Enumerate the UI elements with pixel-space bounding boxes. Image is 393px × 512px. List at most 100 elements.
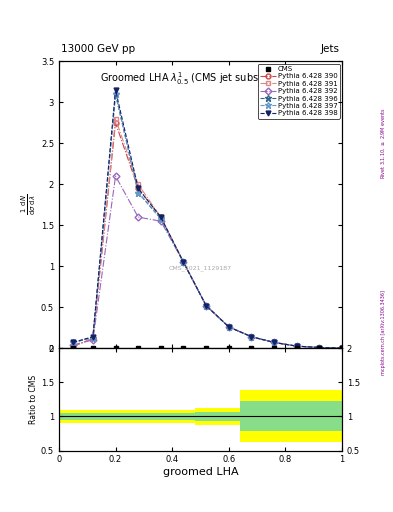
Legend: CMS, Pythia 6.428 390, Pythia 6.428 391, Pythia 6.428 392, Pythia 6.428 396, Pyt: CMS, Pythia 6.428 390, Pythia 6.428 391,… bbox=[258, 63, 340, 119]
Text: mcplots.cern.ch [arXiv:1306.3436]: mcplots.cern.ch [arXiv:1306.3436] bbox=[381, 290, 386, 375]
Text: Rivet 3.1.10, $\geq$ 2.9M events: Rivet 3.1.10, $\geq$ 2.9M events bbox=[379, 108, 387, 179]
Pythia 6.428 391 bbox=[272, 339, 276, 346]
Pythia 6.428 398 bbox=[317, 345, 321, 351]
Pythia 6.428 397 bbox=[181, 259, 186, 265]
CMS bbox=[181, 345, 186, 351]
Pythia 6.428 398 bbox=[249, 334, 254, 340]
Pythia 6.428 392 bbox=[272, 339, 276, 346]
Pythia 6.428 390 bbox=[113, 120, 118, 126]
Pythia 6.428 397 bbox=[136, 189, 141, 196]
Pythia 6.428 398 bbox=[294, 343, 299, 349]
CMS bbox=[158, 345, 163, 351]
CMS bbox=[272, 345, 276, 351]
Pythia 6.428 397 bbox=[158, 216, 163, 222]
Pythia 6.428 390 bbox=[204, 303, 208, 309]
Text: 13000 GeV pp: 13000 GeV pp bbox=[61, 44, 135, 54]
Pythia 6.428 390 bbox=[181, 259, 186, 265]
Pythia 6.428 396 bbox=[340, 345, 344, 351]
Pythia 6.428 392 bbox=[71, 342, 75, 348]
Pythia 6.428 396 bbox=[204, 303, 208, 309]
Line: Pythia 6.428 397: Pythia 6.428 397 bbox=[70, 91, 345, 351]
Pythia 6.428 392 bbox=[294, 343, 299, 349]
CMS bbox=[204, 345, 208, 351]
Pythia 6.428 392 bbox=[90, 337, 95, 343]
CMS bbox=[90, 345, 95, 351]
Pythia 6.428 397 bbox=[294, 343, 299, 349]
Pythia 6.428 392 bbox=[158, 218, 163, 224]
Pythia 6.428 391 bbox=[340, 345, 344, 351]
Pythia 6.428 397 bbox=[226, 324, 231, 330]
Pythia 6.428 391 bbox=[249, 334, 254, 340]
Pythia 6.428 398 bbox=[181, 259, 186, 265]
Pythia 6.428 398 bbox=[272, 339, 276, 346]
Text: CMS_2021_1129187: CMS_2021_1129187 bbox=[169, 265, 232, 271]
CMS bbox=[294, 345, 299, 351]
Pythia 6.428 398 bbox=[204, 303, 208, 309]
Line: Pythia 6.428 396: Pythia 6.428 396 bbox=[70, 91, 345, 351]
Pythia 6.428 398 bbox=[136, 185, 141, 191]
Pythia 6.428 396 bbox=[272, 339, 276, 346]
Pythia 6.428 396 bbox=[136, 189, 141, 196]
Pythia 6.428 398 bbox=[90, 334, 95, 340]
Pythia 6.428 397 bbox=[204, 303, 208, 309]
Pythia 6.428 390 bbox=[249, 334, 254, 340]
Pythia 6.428 396 bbox=[90, 334, 95, 340]
Pythia 6.428 391 bbox=[113, 116, 118, 122]
Text: Jets: Jets bbox=[321, 44, 340, 54]
Pythia 6.428 398 bbox=[71, 339, 75, 346]
Pythia 6.428 390 bbox=[71, 344, 75, 350]
Line: CMS: CMS bbox=[71, 346, 344, 350]
Pythia 6.428 396 bbox=[113, 91, 118, 97]
Pythia 6.428 392 bbox=[249, 334, 254, 340]
Text: Groomed LHA $\lambda^{1}_{0.5}$ (CMS jet substructure): Groomed LHA $\lambda^{1}_{0.5}$ (CMS jet… bbox=[100, 70, 301, 87]
Pythia 6.428 391 bbox=[136, 181, 141, 187]
Pythia 6.428 392 bbox=[136, 214, 141, 220]
CMS bbox=[136, 345, 141, 351]
Pythia 6.428 391 bbox=[294, 343, 299, 349]
Pythia 6.428 397 bbox=[340, 345, 344, 351]
Pythia 6.428 397 bbox=[317, 345, 321, 351]
Pythia 6.428 396 bbox=[294, 343, 299, 349]
CMS bbox=[71, 345, 75, 351]
Pythia 6.428 397 bbox=[249, 334, 254, 340]
Pythia 6.428 398 bbox=[226, 324, 231, 330]
Y-axis label: $\frac{1}{\mathrm{d}\sigma}\frac{\mathrm{d}N}{\mathrm{d}\lambda}$: $\frac{1}{\mathrm{d}\sigma}\frac{\mathrm… bbox=[20, 194, 38, 216]
Pythia 6.428 397 bbox=[113, 91, 118, 97]
Line: Pythia 6.428 391: Pythia 6.428 391 bbox=[71, 116, 344, 350]
CMS bbox=[249, 345, 254, 351]
CMS bbox=[226, 345, 231, 351]
Pythia 6.428 391 bbox=[204, 303, 208, 309]
Line: Pythia 6.428 392: Pythia 6.428 392 bbox=[71, 174, 344, 350]
Pythia 6.428 390 bbox=[90, 335, 95, 342]
Pythia 6.428 396 bbox=[226, 324, 231, 330]
Pythia 6.428 397 bbox=[272, 339, 276, 346]
Pythia 6.428 391 bbox=[158, 214, 163, 220]
Pythia 6.428 392 bbox=[113, 173, 118, 179]
Pythia 6.428 391 bbox=[226, 324, 231, 330]
Pythia 6.428 391 bbox=[317, 345, 321, 351]
Pythia 6.428 391 bbox=[90, 335, 95, 342]
CMS bbox=[317, 345, 321, 351]
Pythia 6.428 398 bbox=[340, 345, 344, 351]
Pythia 6.428 392 bbox=[226, 324, 231, 330]
Pythia 6.428 398 bbox=[113, 87, 118, 93]
Pythia 6.428 392 bbox=[317, 345, 321, 351]
Pythia 6.428 391 bbox=[71, 344, 75, 350]
Pythia 6.428 390 bbox=[136, 185, 141, 191]
Pythia 6.428 390 bbox=[340, 345, 344, 351]
X-axis label: groomed LHA: groomed LHA bbox=[163, 467, 238, 477]
Pythia 6.428 390 bbox=[158, 214, 163, 220]
CMS bbox=[113, 345, 118, 351]
Pythia 6.428 396 bbox=[158, 216, 163, 222]
Y-axis label: Ratio to CMS: Ratio to CMS bbox=[29, 375, 38, 424]
Pythia 6.428 392 bbox=[204, 303, 208, 309]
Pythia 6.428 391 bbox=[181, 259, 186, 265]
Pythia 6.428 396 bbox=[317, 345, 321, 351]
Line: Pythia 6.428 398: Pythia 6.428 398 bbox=[71, 88, 344, 350]
Pythia 6.428 392 bbox=[181, 259, 186, 265]
Pythia 6.428 390 bbox=[294, 343, 299, 349]
Pythia 6.428 390 bbox=[226, 324, 231, 330]
Pythia 6.428 390 bbox=[272, 339, 276, 346]
Pythia 6.428 392 bbox=[340, 345, 344, 351]
CMS bbox=[340, 345, 344, 351]
